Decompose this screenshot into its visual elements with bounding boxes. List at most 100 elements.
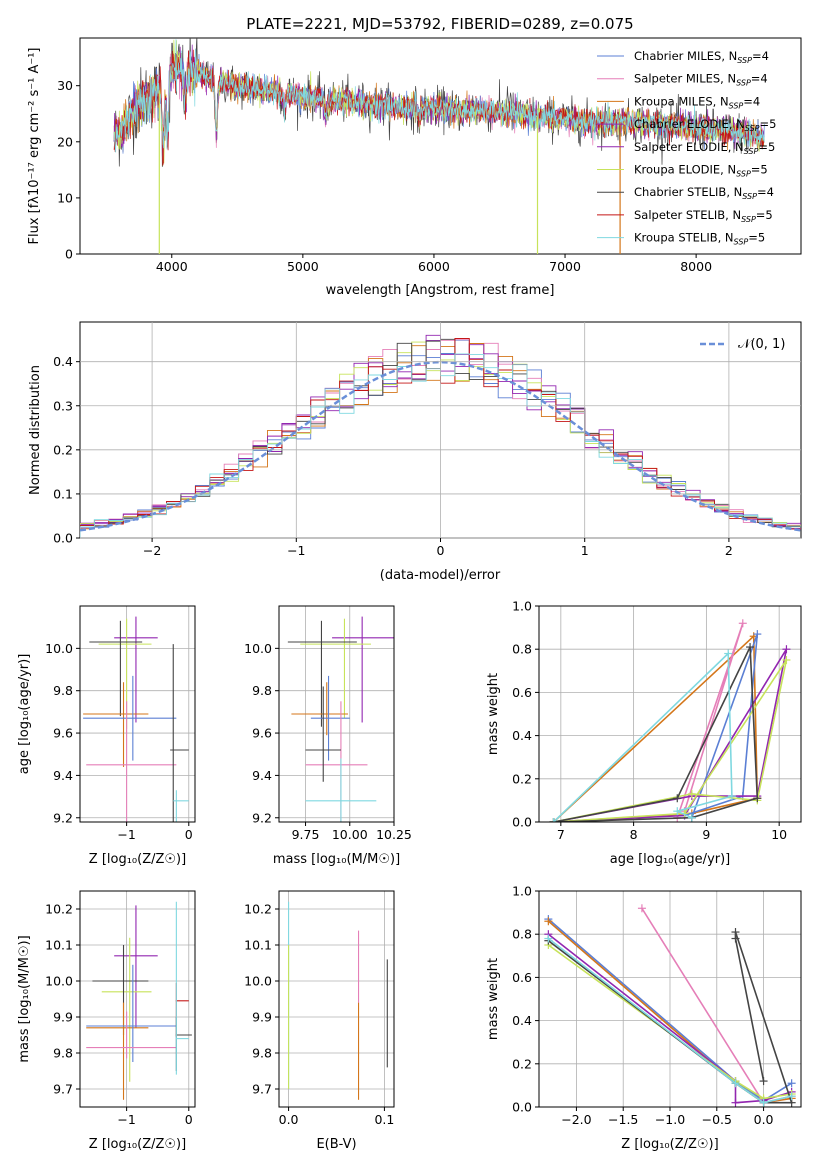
axes-frame [538, 890, 802, 1108]
x-tick-label: 0.1 [374, 1112, 394, 1127]
legend-label: Chabrier STELIB, NSSP=4 [634, 185, 774, 201]
y-axis-label: mass [log₁₀(M/M☉)] [17, 935, 32, 1062]
residual-x-axis-label: (data-model)/error [380, 568, 501, 583]
residual-panel: −2 −1 0 1 2 0.0 0.1 0.2 0.3 0.4 (data-model)/erro… [28, 321, 802, 583]
x-tick-label: 10.00 [332, 827, 368, 842]
age-vs-mass-panel: 9.75 10.00 10.25 9.2 9.4 9.6 9.8 10.0 mass [log₁… [244, 605, 412, 867]
clipped-layer [544, 904, 796, 1107]
y-tick-label: 9.6 [53, 726, 73, 741]
spectrum-x-axis-label: wavelength [Angstrom, rest frame] [326, 283, 555, 298]
mass-vs-Z-panel: −1 0 9.7 9.8 9.9 10.0 10.1 10.2 Z [log₁₀(Z/Z☉)] m… [17, 890, 196, 1152]
y-tick-label: 0.0 [53, 531, 73, 546]
spectrum-line [113, 39, 765, 153]
x-tick-label: 6000 [418, 259, 450, 274]
y-tick-label: 0.4 [512, 1013, 532, 1028]
y-tick-label: 9.9 [252, 1010, 272, 1025]
x-tick-label: 10 [771, 827, 787, 842]
x-tick-label: 5000 [287, 259, 319, 274]
legend-label: Chabrier MILES, NSSP=4 [634, 49, 769, 65]
x-axis-label: mass [log₁₀(M/M☉)] [273, 852, 400, 867]
y-tick-label: 10 [57, 190, 73, 205]
y-axis-label: age [log₁₀(age/yr)] [17, 654, 32, 775]
weight-vs-age-panel: 7 8 9 10 0.0 0.2 0.4 0.6 0.8 1.0 age [log₁₀(age/yr… [486, 599, 802, 867]
y-tick-label: 9.8 [53, 1046, 73, 1061]
x-tick-label: −1 [287, 543, 305, 558]
x-tick-label: 1 [581, 543, 589, 558]
axes-frame [278, 890, 395, 1108]
y-tick-label: 9.6 [252, 726, 272, 741]
y-tick-label: 9.4 [53, 768, 73, 783]
legend-label: Kroupa MILES, NSSP=4 [634, 94, 760, 110]
weight-line [553, 646, 759, 822]
axes-frame [278, 605, 395, 823]
legend-label: Chabrier ELODIE, NSSP=5 [634, 117, 776, 133]
spectrum-y-axis-label: Flux [fλ10⁻¹⁷ erg cm⁻² s⁻¹ A⁻¹] [27, 48, 42, 245]
weight-line [676, 623, 744, 818]
x-tick-label: −2 [143, 543, 161, 558]
x-axis-label: Z [log₁₀(Z/Z☉)] [89, 852, 186, 867]
y-axis-label: mass weight [486, 958, 501, 1040]
x-axis-label: Z [log₁₀(Z/Z☉)] [621, 1137, 718, 1152]
weight-vs-Z-panel: −2.0 −1.5 −1.0 −0.5 0.0 0.0 0.2 0.4 0.6 0.8 1.0 Z [… [486, 884, 802, 1152]
y-tick-label: 0.1 [53, 486, 73, 501]
y-tick-label: 10.0 [244, 974, 272, 989]
y-tick-label: 10.0 [45, 641, 73, 656]
y-tick-label: 9.8 [53, 683, 73, 698]
x-tick-label: 7000 [549, 259, 581, 274]
spectrum-title: PLATE=2221, MJD=53792, FIBERID=0289, z=0… [246, 15, 633, 33]
y-tick-label: 0.2 [512, 771, 532, 786]
y-tick-label: 20 [57, 134, 73, 149]
y-tick-label: 0.2 [53, 442, 73, 457]
spectrum-panel: PLATE=2221, MJD=53792, FIBERID=0289, z=0… [27, 15, 802, 298]
y-tick-label: 0.8 [512, 642, 532, 657]
legend-label: Salpeter STELIB, NSSP=5 [634, 208, 773, 224]
y-tick-label: 9.7 [53, 1082, 73, 1097]
x-tick-label: 8 [630, 827, 638, 842]
x-tick-label: 0 [437, 543, 445, 558]
y-tick-label: 9.4 [252, 768, 272, 783]
clipped-layer [86, 901, 192, 1100]
axes-frame [79, 890, 196, 1108]
axes-frame [79, 605, 196, 823]
x-tick-label: 8000 [680, 259, 712, 274]
x-tick-label: 9.75 [292, 827, 320, 842]
legend-label: Salpeter ELODIE, NSSP=5 [634, 140, 775, 156]
weight-line [547, 944, 792, 1100]
y-tick-label: 1.0 [512, 884, 532, 899]
spectrum-legend: Chabrier MILES, NSSP=4 Salpeter MILES, NS… [597, 49, 776, 247]
weight-line [684, 633, 759, 818]
x-tick-label: −1 [117, 827, 135, 842]
y-tick-label: 9.2 [252, 810, 272, 825]
y-tick-label: 0.2 [512, 1056, 532, 1071]
y-tick-label: 0.0 [512, 1100, 532, 1115]
weight-line [553, 634, 759, 822]
y-tick-label: 9.8 [252, 1046, 272, 1061]
y-tick-label: 0.6 [512, 970, 532, 985]
y-tick-label: 9.9 [53, 1010, 73, 1025]
x-axis-label: age [log₁₀(age/yr)] [610, 852, 731, 867]
x-tick-label: 0 [185, 827, 193, 842]
residual-ticks: −2 −1 0 1 2 0.0 0.1 0.2 0.3 0.4 [53, 322, 801, 558]
x-tick-label: −1 [117, 1112, 135, 1127]
clipped-layer [288, 901, 388, 1100]
x-tick-label: −0.5 [702, 1112, 732, 1127]
x-tick-label: 0.0 [279, 1112, 299, 1127]
x-tick-label: −1.0 [655, 1112, 685, 1127]
x-tick-label: 10.25 [376, 827, 412, 842]
legend-label: Kroupa STELIB, NSSP=5 [634, 231, 765, 247]
spectrum-axes-frame [79, 37, 802, 255]
histogram-step [80, 353, 801, 538]
weight-line [547, 937, 792, 1104]
clipped-layer [549, 619, 791, 822]
residual-legend: 𝒩(0, 1) [700, 337, 785, 352]
y-tick-label: 10.0 [45, 974, 73, 989]
y-tick-label: 0.6 [512, 685, 532, 700]
y-tick-label: 30 [57, 78, 73, 93]
mass-vs-EBV-panel: 0.0 0.1 9.7 9.8 9.9 10.0 10.1 10.2 E(B-V) [244, 890, 395, 1152]
y-tick-label: 10.0 [244, 641, 272, 656]
y-axis-label: mass weight [486, 673, 501, 755]
weight-line [553, 659, 788, 822]
y-tick-label: 0.8 [512, 927, 532, 942]
gaussian-legend-label: 𝒩(0, 1) [738, 337, 785, 352]
